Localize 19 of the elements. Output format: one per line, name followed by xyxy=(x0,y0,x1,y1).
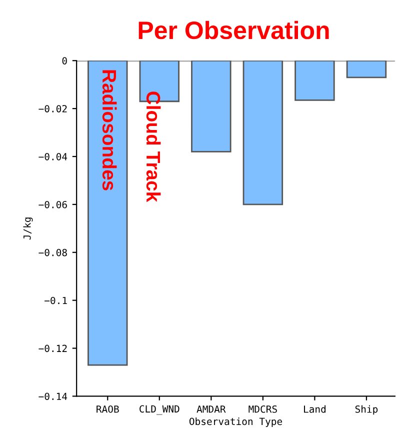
y-tick-label: −0.14 xyxy=(38,392,68,400)
y-tick-label: −0.02 xyxy=(38,105,67,112)
x-tick-label: CLD_WND xyxy=(140,405,180,415)
y-tick-label: −0.1 xyxy=(44,296,67,304)
y-tick-label: −0.12 xyxy=(38,344,67,352)
chart-title: Per Observation xyxy=(138,20,329,40)
x-axis-title: Observation Type xyxy=(189,418,282,427)
y-axis-title: J/kg xyxy=(23,218,33,240)
x-tick-label: AMDAR xyxy=(196,406,226,413)
x-tick-label: Land xyxy=(304,405,326,413)
x-tick-label: RAOB xyxy=(96,405,119,413)
y-tick-label: −0.04 xyxy=(38,153,68,160)
x-tick-label: MDCRS xyxy=(248,405,277,413)
annotation: Radiosondes xyxy=(102,70,117,190)
x-tick-label: Ship xyxy=(355,405,378,415)
y-tick-label: 0 xyxy=(62,57,67,64)
y-tick-label: −0.06 xyxy=(38,200,67,208)
annotation: Cloud Track xyxy=(146,92,161,202)
y-tick-label: −0.08 xyxy=(38,248,67,256)
